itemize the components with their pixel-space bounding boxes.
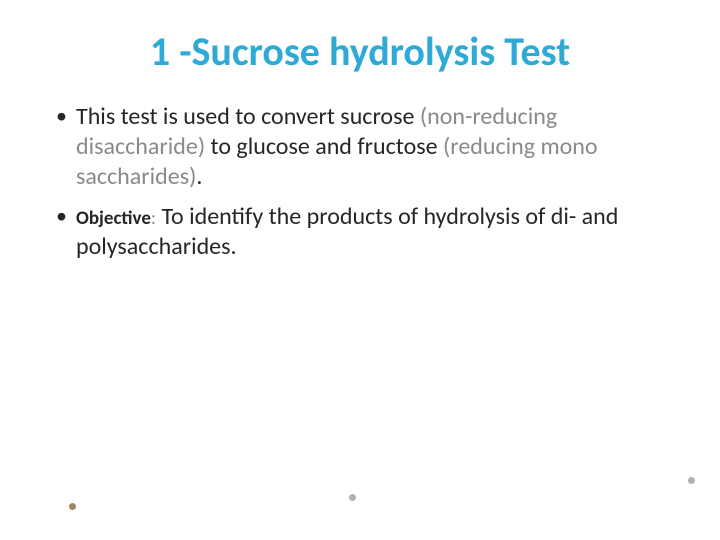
- bullet-text-mid: to glucose and fructose: [205, 132, 443, 161]
- decor-dot: [688, 477, 695, 484]
- bullet-item-description: This test is used to convert sucrose (no…: [54, 102, 672, 192]
- bullet-list: This test is used to convert sucrose (no…: [48, 102, 672, 262]
- decor-dot: [69, 503, 76, 510]
- bullet-text-post: .: [196, 162, 202, 191]
- objective-label: Objective: [76, 207, 151, 230]
- bullet-item-objective: Objective: To identify the products of h…: [54, 202, 672, 262]
- decor-dot: [349, 494, 356, 501]
- slide-title: 1 -Sucrose hydrolysis Test: [48, 30, 672, 74]
- bullet-text-pre: This test is used to convert sucrose: [76, 102, 420, 131]
- slide: 1 -Sucrose hydrolysis Test This test is …: [0, 0, 720, 540]
- objective-body: To identify the products of hydrolysis o…: [76, 202, 618, 261]
